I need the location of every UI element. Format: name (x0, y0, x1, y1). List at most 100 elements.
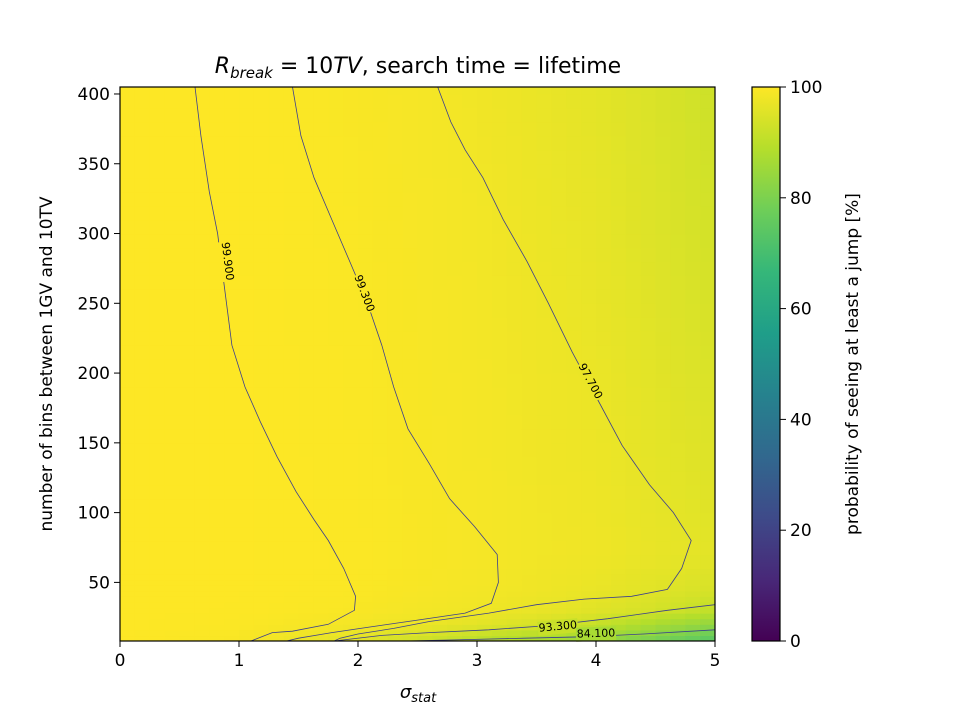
heatmap-cell (194, 261, 210, 276)
heatmap-cell (625, 400, 642, 416)
heatmap-cell (268, 93, 285, 109)
heatmap-cell (387, 317, 404, 332)
heatmap-cell (670, 526, 686, 542)
heatmap-cell (343, 456, 359, 472)
heatmap-cell (224, 121, 240, 137)
heatmap-cell (610, 219, 627, 235)
heatmap-cell (462, 87, 478, 95)
heatmap-cell (298, 590, 314, 597)
heatmap-cell (134, 233, 151, 249)
heatmap-cell (313, 289, 329, 304)
heatmap-cell (432, 331, 448, 346)
heatmap-cell (387, 261, 404, 276)
heatmap-cell (358, 373, 374, 388)
heatmap-cell (179, 331, 195, 346)
heatmap-cell (655, 149, 671, 165)
heatmap-cell (179, 387, 195, 402)
heatmap-cell (402, 289, 419, 304)
heatmap-cell (506, 613, 523, 620)
heatmap-cell (477, 498, 493, 514)
heatmap-cell (477, 135, 493, 151)
heatmap-cell (610, 574, 627, 581)
heatmap-cell (239, 574, 255, 581)
heatmap-cell (670, 87, 686, 95)
heatmap-cell (372, 624, 389, 631)
heatmap-cell (343, 590, 359, 597)
chart-title: Rbreak = 10TV, search time = lifetime (215, 54, 621, 82)
heatmap-cell (209, 191, 225, 207)
heatmap-cell (477, 414, 493, 430)
heatmap-cell (283, 607, 300, 614)
heatmap-cell (283, 601, 300, 609)
heatmap-cell (596, 442, 612, 458)
heatmap-cell (298, 414, 314, 430)
heatmap-cell (328, 247, 344, 263)
heatmap-cell (387, 107, 404, 123)
heatmap-cell (402, 607, 419, 614)
heatmap-cell (134, 574, 151, 581)
heatmap-cell (640, 149, 657, 165)
heatmap-cell (610, 540, 627, 556)
heatmap-cell (625, 107, 642, 123)
heatmap-cell (506, 289, 523, 304)
heatmap-cell (447, 107, 463, 123)
heatmap-cell (268, 289, 285, 304)
heatmap-cell (253, 540, 270, 556)
heatmap-cell (313, 303, 329, 318)
heatmap-cell (432, 359, 448, 374)
heatmap-cell (313, 579, 329, 586)
heatmap-cell (685, 261, 701, 276)
heatmap-cell (253, 317, 270, 332)
heatmap-cell (402, 135, 419, 151)
heatmap-cell (179, 498, 195, 514)
heatmap-cell (640, 585, 657, 592)
heatmap-cell (462, 289, 478, 304)
heatmap-cell (343, 359, 359, 374)
heatmap-cell (610, 373, 627, 388)
heatmap-cell (387, 512, 404, 528)
heatmap-cell (283, 191, 300, 207)
heatmap-cell (268, 373, 285, 388)
heatmap-cell (685, 618, 701, 625)
heatmap-cell (551, 345, 567, 360)
heatmap-cell (506, 177, 523, 193)
heatmap-cell (224, 331, 240, 346)
heatmap-cell (670, 303, 686, 318)
heatmap-cell (417, 635, 433, 641)
heatmap-cell (670, 247, 686, 263)
heatmap-cell (655, 303, 671, 318)
heatmap-cell (640, 233, 657, 249)
heatmap-cell (358, 121, 374, 137)
heatmap-cell (596, 135, 612, 151)
heatmap-cell (596, 317, 612, 332)
heatmap-cell (432, 135, 448, 151)
heatmap-cell (447, 428, 463, 444)
title-subscript: break (230, 64, 274, 82)
heatmap-cell (655, 428, 671, 444)
heatmap-cell (536, 470, 552, 486)
heatmap-cell (343, 135, 359, 151)
heatmap-cell (610, 618, 627, 625)
heatmap-cell (655, 596, 671, 603)
heatmap-cell (447, 414, 463, 430)
heatmap-cell (581, 554, 597, 570)
heatmap-cell (224, 317, 240, 332)
heatmap-cell (640, 526, 657, 542)
heatmap-cell (224, 540, 240, 556)
x-label-sigma: σ (400, 682, 412, 703)
heatmap-cell (462, 387, 478, 402)
heatmap-cell (179, 163, 195, 179)
heatmap-cell (402, 177, 419, 193)
heatmap-cell (120, 135, 136, 151)
heatmap-cell (700, 613, 715, 620)
heatmap-cell (239, 149, 255, 165)
heatmap-cell (209, 373, 225, 388)
heatmap-cell (640, 289, 657, 304)
heatmap-cell (447, 568, 463, 575)
heatmap-cell (134, 359, 151, 374)
heatmap-cell (328, 191, 344, 207)
heatmap-cell (313, 163, 329, 179)
heatmap-cell (625, 177, 642, 193)
heatmap-cell (447, 359, 463, 374)
heatmap-cell (149, 618, 166, 625)
